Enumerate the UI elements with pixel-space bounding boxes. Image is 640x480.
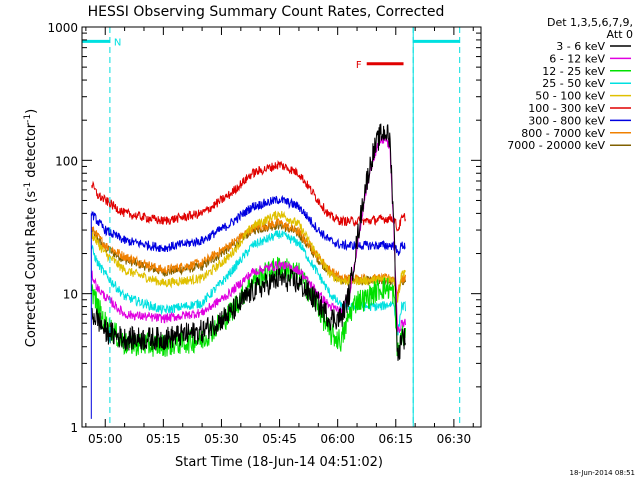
x-axis-label: Start Time (18-Jun-14 04:51:02): [175, 455, 383, 470]
legend-label: 25 - 50 keV: [542, 77, 605, 90]
y-axis-label: Corrected Count Rate (s-1 detector-1): [23, 109, 39, 347]
legend-label: 3 - 6 keV: [556, 40, 605, 53]
legend-header-attenuator: Att 0: [607, 28, 633, 41]
series-line-100-300-kev: [91, 159, 406, 232]
series-line-300-800-kev: [91, 194, 406, 256]
legend-label: 12 - 25 keV: [542, 65, 605, 78]
legend-label: 800 - 7000 keV: [521, 127, 605, 140]
y-tick-label: 1: [70, 421, 78, 435]
y-tick-label: 10: [63, 288, 78, 302]
x-tick-label: 06:00: [320, 432, 355, 446]
series-line-3-6-kev: [91, 123, 406, 361]
night-label: N: [114, 37, 121, 48]
x-tick-label: 06:15: [378, 432, 413, 446]
x-tick-label: 05:00: [88, 432, 123, 446]
legend-label: 50 - 100 keV: [535, 90, 605, 103]
chart-title: HESSI Observing Summary Count Rates, Cor…: [88, 4, 445, 20]
plot-frame: [81, 26, 482, 428]
flare-label: F: [356, 60, 362, 71]
x-tick-label: 05:30: [204, 432, 239, 446]
legend-label: 6 - 12 keV: [549, 52, 605, 65]
x-tick-label: 05:15: [146, 432, 181, 446]
y-axis-label-mid: detector: [24, 122, 39, 182]
y-axis-label-exponent-1: -1: [23, 182, 33, 191]
legend-label: 7000 - 20000 keV: [507, 139, 605, 152]
y-axis-label-end: ): [24, 109, 39, 114]
y-axis-label-exponent-2: -1: [23, 114, 33, 123]
y-tick-label: 1000: [47, 21, 78, 35]
legend-label: 100 - 300 keV: [528, 102, 605, 115]
plot-timestamp: 18-Jun-2014 08:51: [570, 469, 636, 477]
legend-header-detectors: Det 1,3,5,6,7,9,: [547, 16, 633, 29]
legend-label: 300 - 800 keV: [528, 114, 605, 127]
x-tick-label: 06:30: [437, 432, 472, 446]
y-tick-label: 100: [55, 154, 78, 168]
series-line-12-25-kev: [91, 256, 406, 357]
y-axis-label-main: Corrected Count Rate (s: [24, 191, 39, 348]
x-tick-label: 05:45: [262, 432, 297, 446]
